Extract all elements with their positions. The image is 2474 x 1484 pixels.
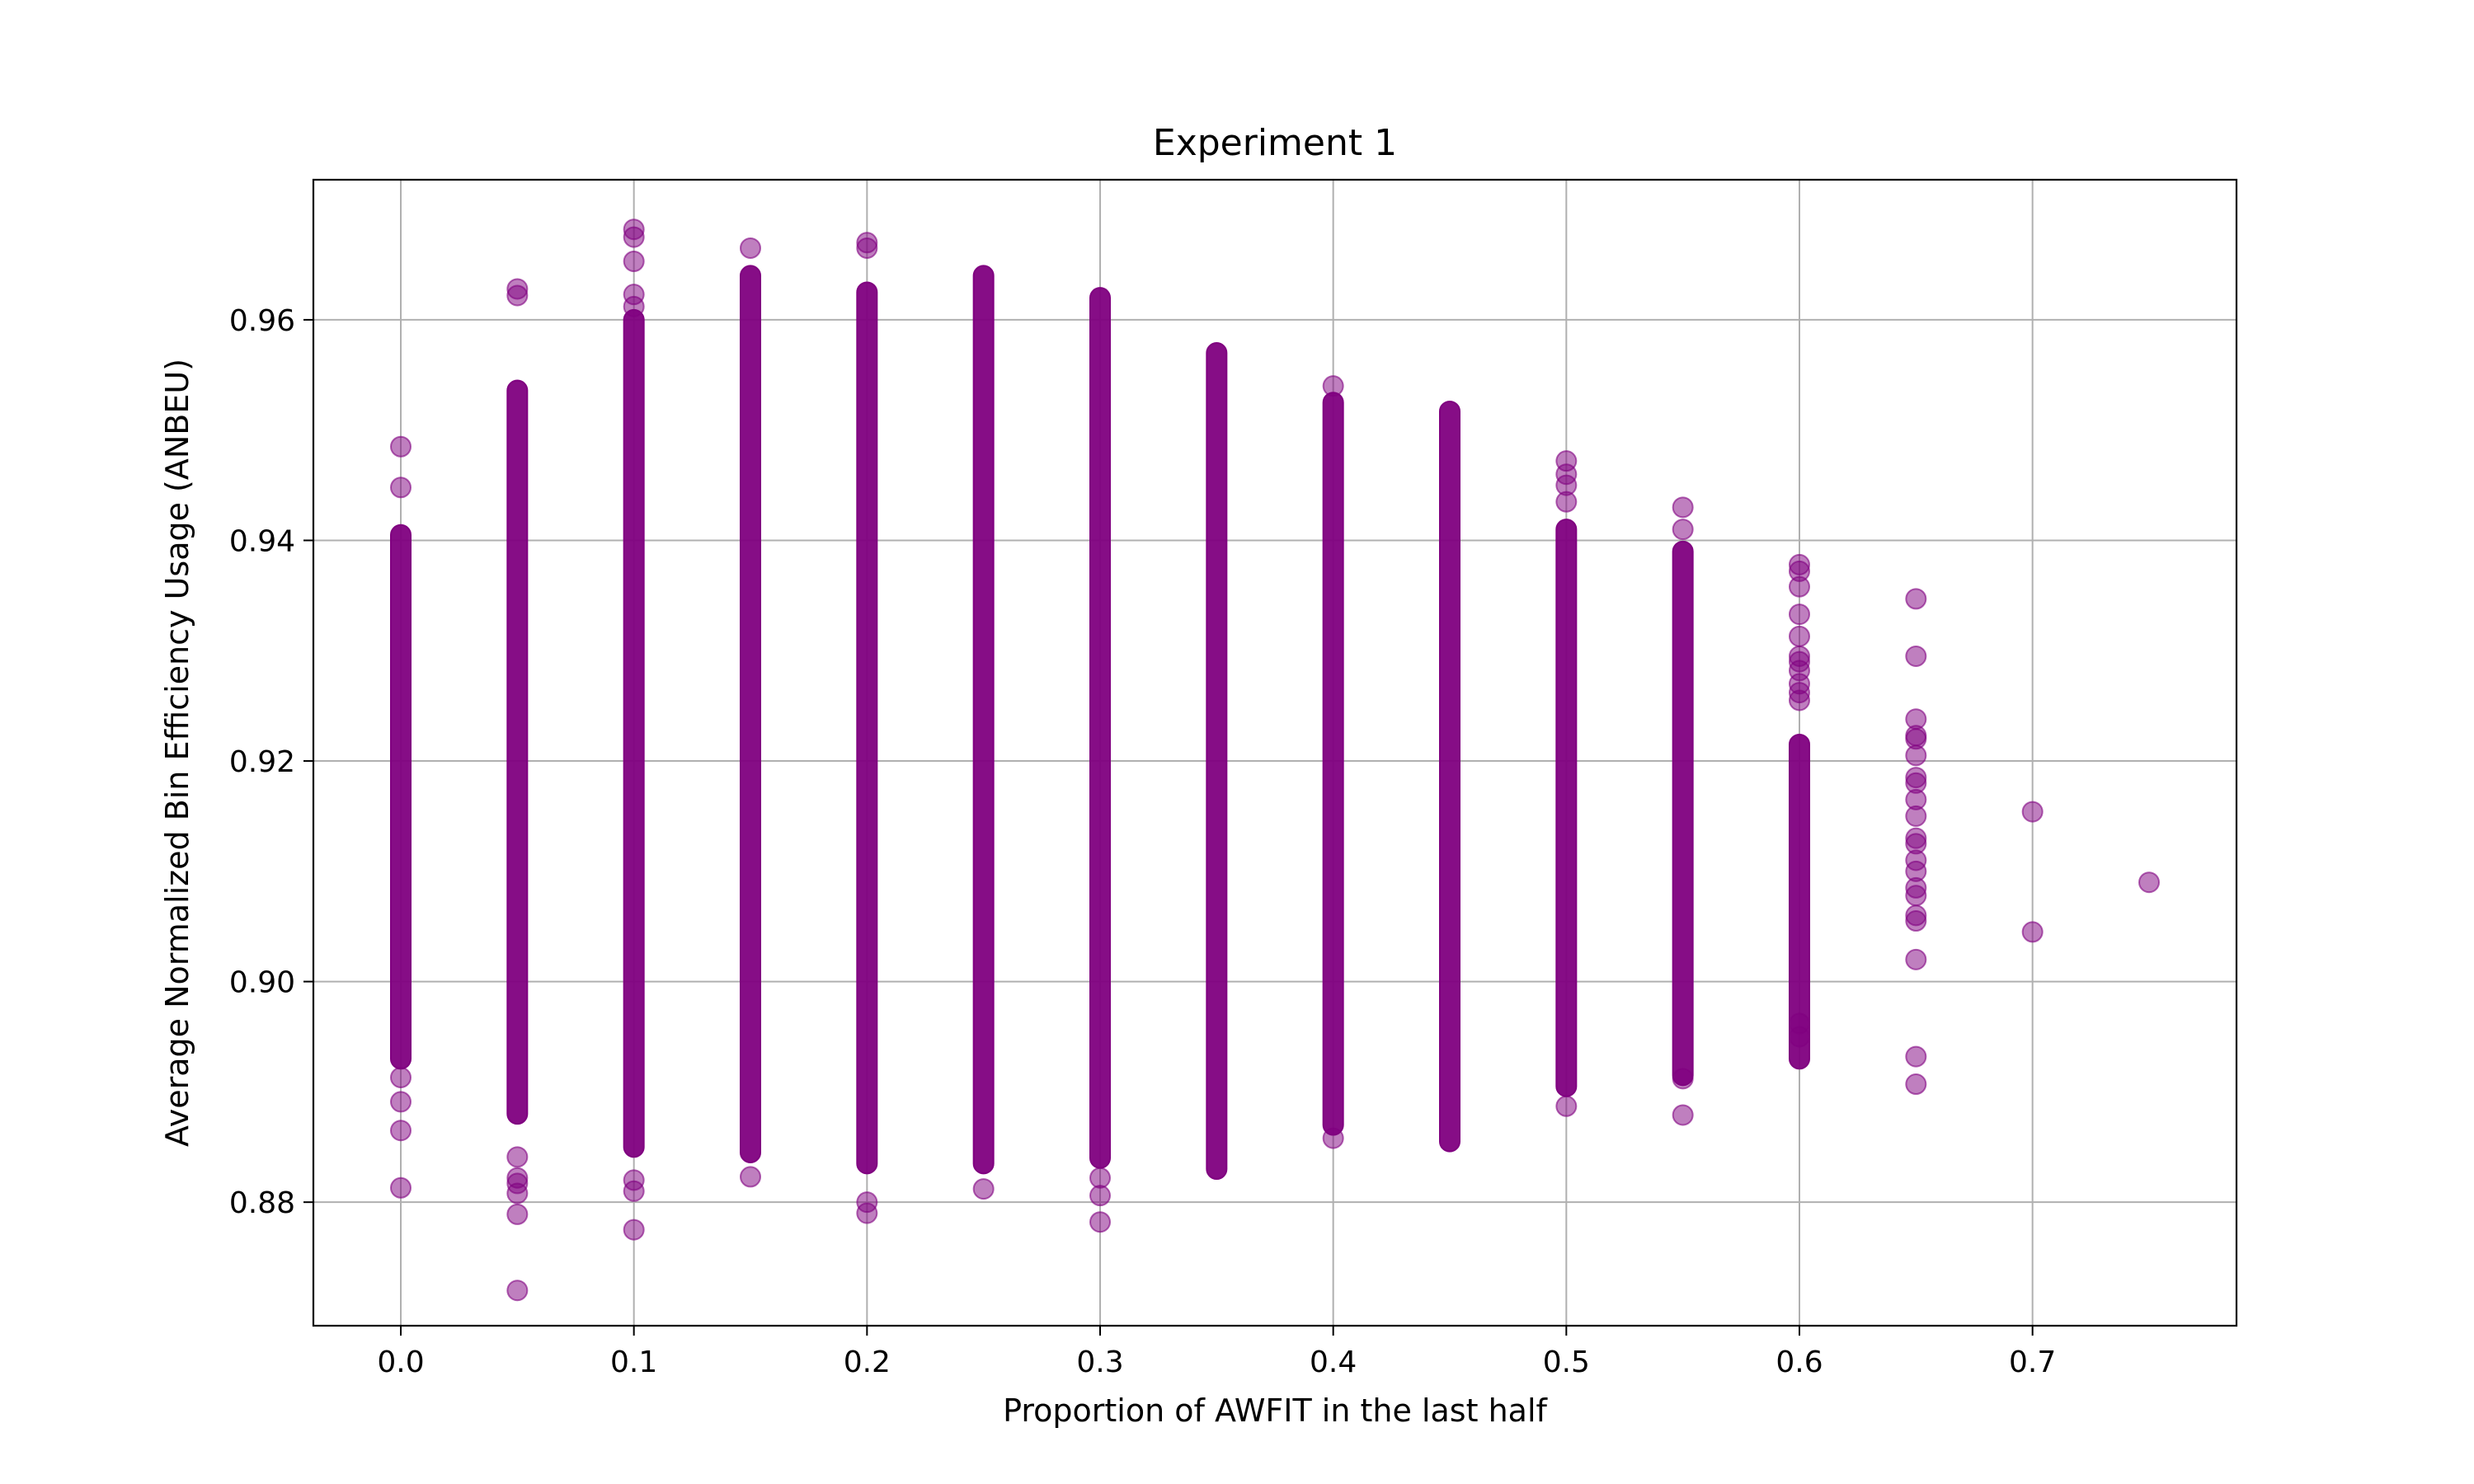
data-point	[1789, 1026, 1810, 1048]
data-point	[1555, 1095, 1578, 1117]
data-point	[506, 1203, 529, 1225]
y-tick-label: 0.90	[229, 966, 295, 1000]
data-point	[390, 477, 412, 499]
data-point	[1672, 496, 1694, 519]
point-cluster	[740, 265, 761, 1163]
data-point	[856, 1202, 878, 1224]
x-tick-label: 0.1	[610, 1345, 657, 1379]
point-cluster	[1672, 540, 1694, 1087]
point-cluster	[1789, 733, 1810, 1070]
plot-frame	[312, 178, 2238, 1327]
x-axis-ticks: 0.0 0.1 0.2 0.3 0.4 0.5 0.6 0.7	[377, 1326, 2056, 1379]
data-point	[740, 237, 761, 259]
x-tick-label: 0.3	[1076, 1345, 1123, 1379]
x-tick-label: 0.5	[1543, 1345, 1590, 1379]
y-tick-label: 0.94	[229, 524, 295, 558]
data-point	[1089, 1211, 1111, 1233]
y-tick-label: 0.92	[229, 745, 295, 779]
point-cluster	[1555, 519, 1578, 1097]
data-point	[1089, 1167, 1111, 1189]
data-point	[1905, 588, 1927, 610]
data-point	[390, 435, 412, 458]
data-point	[1905, 1045, 1927, 1068]
point-cluster	[1089, 287, 1111, 1169]
data-point	[390, 1120, 412, 1142]
data-point	[1672, 1068, 1694, 1090]
point-cluster	[1439, 400, 1460, 1153]
data-point	[506, 1146, 529, 1168]
data-point	[856, 237, 878, 259]
data-point	[390, 1091, 412, 1113]
data-point	[1905, 645, 1927, 667]
y-axis-ticks: 0.88 0.90 0.92 0.94 0.96	[229, 304, 313, 1220]
data-point	[506, 1280, 529, 1302]
data-point	[390, 1066, 412, 1088]
point-cluster	[623, 308, 645, 1158]
x-tick-label: 0.6	[1776, 1345, 1823, 1379]
x-tick-label: 0.4	[1310, 1345, 1357, 1379]
data-point	[390, 1176, 412, 1199]
x-tick-label: 0.0	[377, 1345, 424, 1379]
data-point	[1789, 689, 1810, 711]
data-point	[1789, 575, 1810, 598]
data-point	[1905, 885, 1927, 907]
point-cluster	[506, 379, 529, 1125]
data-point	[2138, 871, 2160, 894]
data-point	[506, 1182, 529, 1205]
data-point	[1672, 1104, 1694, 1126]
data-point	[623, 226, 645, 248]
data-point	[1322, 1127, 1344, 1149]
chart-title: Experiment 1	[1153, 122, 1397, 164]
x-tick-label: 0.2	[844, 1345, 891, 1379]
point-cluster	[1322, 392, 1344, 1136]
x-axis-label: Proportion of AWFIT in the last half	[1003, 1392, 1548, 1429]
data-point	[1905, 805, 1927, 827]
y-tick-label: 0.88	[229, 1186, 295, 1220]
data-point	[1905, 910, 1927, 932]
x-tick-label: 0.7	[2009, 1345, 2056, 1379]
data-point	[1322, 375, 1344, 397]
data-point	[972, 1178, 995, 1200]
data-point	[623, 295, 645, 317]
data-point	[1905, 1073, 1927, 1096]
point-cluster	[390, 524, 412, 1070]
data-point	[1905, 744, 1927, 767]
point-cluster	[856, 281, 878, 1175]
data-point	[623, 1180, 645, 1202]
data-point	[1789, 603, 1810, 626]
data-point	[623, 250, 645, 272]
data-point	[1905, 948, 1927, 970]
y-axis-label: Average Normalized Bin Efficiency Usage …	[159, 359, 195, 1147]
data-point	[2021, 801, 2044, 823]
data-point	[623, 1219, 645, 1241]
data-points	[390, 218, 2160, 1302]
data-point	[740, 1166, 761, 1188]
point-cluster	[1206, 342, 1228, 1181]
data-point	[2021, 921, 2044, 943]
point-cluster	[972, 265, 995, 1175]
data-point	[1672, 519, 1694, 541]
data-point	[1789, 625, 1810, 647]
data-point	[1089, 1185, 1111, 1207]
data-point	[1555, 491, 1578, 513]
y-tick-label: 0.96	[229, 304, 295, 338]
data-point	[506, 284, 529, 307]
